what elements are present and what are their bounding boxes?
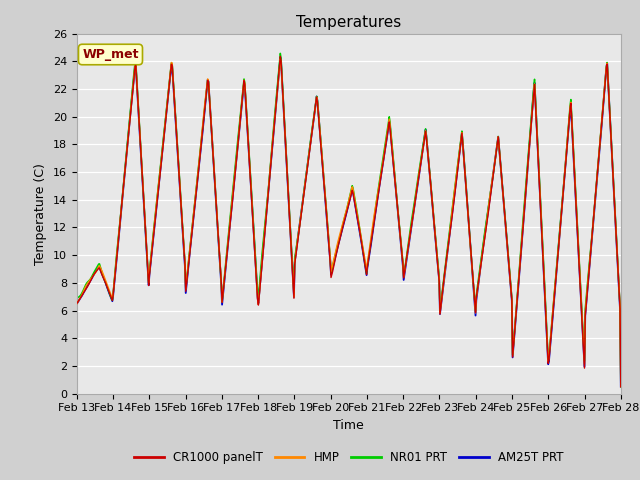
Legend: CR1000 panelT, HMP, NR01 PRT, AM25T PRT: CR1000 panelT, HMP, NR01 PRT, AM25T PRT xyxy=(129,446,568,469)
X-axis label: Time: Time xyxy=(333,419,364,432)
Y-axis label: Temperature (C): Temperature (C) xyxy=(35,163,47,264)
Text: WP_met: WP_met xyxy=(82,48,139,61)
Title: Temperatures: Temperatures xyxy=(296,15,401,30)
